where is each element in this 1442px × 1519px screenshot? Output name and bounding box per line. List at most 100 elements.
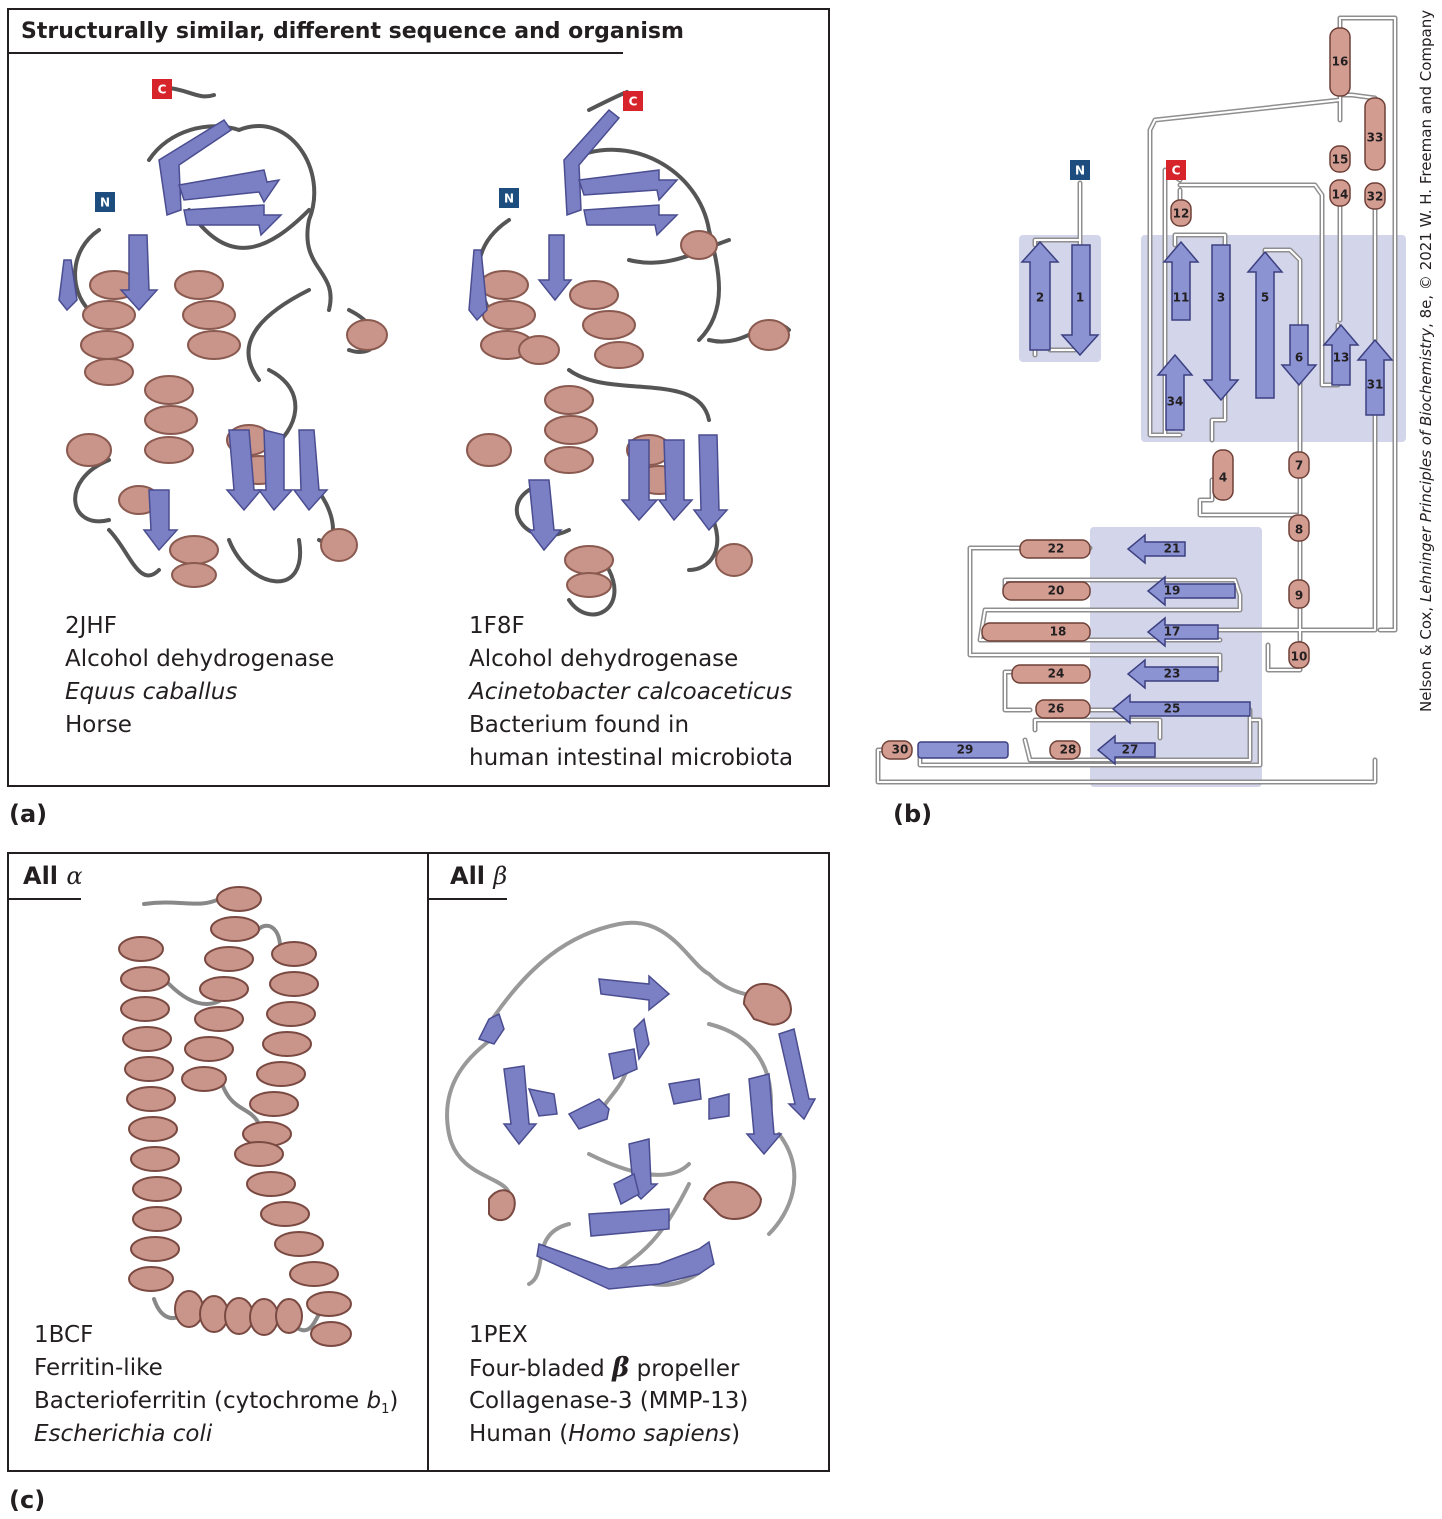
common-name-2jhf: Horse: [65, 712, 132, 738]
strand-5-arrow: [1246, 250, 1284, 399]
label-helix-15: 15: [1332, 153, 1349, 167]
helix-14-cyl: [1329, 179, 1351, 207]
panel-a-title: Structurally similar, different sequence…: [21, 19, 684, 44]
credit-line: Nelson & Cox, Lehninger Principles of Bi…: [1417, 10, 1435, 712]
species-2jhf: Equus caballus: [65, 679, 238, 705]
panel-c: All α All β: [7, 852, 830, 1472]
protein-name-1pex: Collagenase-3 (MMP-13): [469, 1388, 749, 1414]
pdb-id-1bcf: 1BCF: [34, 1322, 94, 1348]
pdb-id-1pex: 1PEX: [469, 1322, 528, 1348]
label-helix-10: 10: [1291, 650, 1308, 664]
protein-1f8f-ribbon: C N: [466, 90, 791, 617]
label-helix-14: 14: [1332, 188, 1349, 202]
strand-31-arrow: [1356, 338, 1394, 416]
helix-18-cyl: [981, 622, 1091, 642]
label-strand-17: 17: [1164, 625, 1181, 639]
label-strand-21: 21: [1164, 542, 1181, 556]
label-helix-28: 28: [1060, 743, 1077, 757]
helix-24-cyl: [1011, 664, 1091, 684]
helix-9-cyl: [1288, 579, 1310, 609]
strand-19-arrow: [1146, 575, 1236, 607]
label-helix-22: 22: [1048, 542, 1065, 556]
panel-c-divider: [427, 854, 429, 1470]
label-helix-30: 30: [892, 743, 909, 757]
protein-name-2jhf: Alcohol dehydrogenase: [65, 646, 335, 672]
label-helix-4: 4: [1219, 471, 1227, 485]
label-helix-26: 26: [1048, 702, 1065, 716]
fold-1bcf: Ferritin-like: [34, 1355, 163, 1381]
label-strand-19: 19: [1164, 584, 1181, 598]
helix-33-cyl: [1364, 97, 1386, 171]
helix-16-cyl: [1329, 27, 1351, 97]
helix-26-cyl: [1035, 699, 1091, 719]
caption-2jhf: 2JHF Alcohol dehydrogenase Equus caballu…: [65, 610, 334, 742]
species-1bcf: Escherichia coli: [34, 1421, 213, 1447]
protein-name-1f8f: Alcohol dehydrogenase: [469, 646, 739, 672]
label-strand-3: 3: [1217, 291, 1225, 305]
panel-a-title-rule: [9, 52, 623, 54]
strand-2-arrow: [1020, 240, 1060, 351]
fold-1pex-suffix: propeller: [629, 1356, 740, 1382]
common-name-1f8f-line2: human intestinal microbiota: [469, 745, 794, 771]
label-strand-5: 5: [1261, 291, 1269, 305]
strand-1-arrow: [1060, 244, 1100, 357]
strand-17-arrow: [1146, 616, 1219, 648]
fold-1pex: Four-bladed β propeller: [469, 1352, 748, 1385]
species-1f8f: Acinetobacter calcoaceticus: [469, 679, 793, 705]
name-1bcf-sub: 1: [381, 1402, 390, 1417]
all-beta-title: All β: [450, 862, 507, 890]
label-helix-8: 8: [1295, 523, 1303, 537]
panel-a: Structurally similar, different sequence…: [7, 8, 830, 787]
topology-diagram: N C 1 2 3 5 6 11 13 17 19 21 23 25 27 29…: [875, 15, 1406, 787]
helix-30-cyl: [881, 740, 913, 760]
all-beta-greek: β: [493, 862, 508, 890]
label-strand-13: 13: [1333, 351, 1350, 365]
credit-book: Lehninger Principles of Biochemistry: [1417, 327, 1435, 603]
panel-b-label: (b): [893, 800, 933, 828]
helix-12-cyl: [1170, 199, 1192, 227]
terminus-c-label-1f8f: C: [629, 95, 638, 109]
label-strand-31: 31: [1367, 378, 1384, 392]
all-beta-prefix: All: [450, 862, 494, 890]
all-alpha-title: All α: [23, 862, 83, 890]
protein-2jhf-ribbon: C N: [58, 79, 388, 588]
label-helix-32: 32: [1367, 190, 1384, 204]
name-1bcf-suffix: ): [389, 1388, 399, 1414]
strand-29-bar: [917, 741, 1009, 759]
helix-10-cyl: [1288, 641, 1310, 669]
label-strand-34: 34: [1167, 395, 1184, 409]
species-1pex-prefix: Human (: [469, 1421, 569, 1447]
helix-28-cyl: [1049, 740, 1081, 760]
strand-13-arrow: [1322, 323, 1360, 386]
all-alpha-rule: [9, 898, 81, 900]
common-name-1f8f-line1: Bacterium found in: [469, 712, 690, 738]
label-helix-12: 12: [1173, 207, 1190, 221]
fold-1pex-prefix: Four-bladed: [469, 1356, 613, 1382]
protein-1bcf-ribbon: [118, 886, 352, 1347]
all-alpha-prefix: All: [23, 862, 67, 890]
label-helix-9: 9: [1295, 589, 1303, 603]
name-1bcf-prefix: Bacterioferritin (cytochrome: [34, 1388, 367, 1414]
all-alpha-greek: α: [66, 862, 83, 890]
label-strand-6: 6: [1295, 351, 1303, 365]
helix-7-cyl: [1288, 451, 1310, 479]
fold-1pex-greek: β: [612, 1353, 630, 1383]
label-strand-29: 29: [957, 743, 974, 757]
name-1bcf-var: b: [366, 1388, 382, 1414]
panel-c-label: (c): [9, 1486, 46, 1514]
species-1pex: Human (Homo sapiens): [469, 1418, 748, 1451]
helix-22-cyl: [1019, 539, 1091, 559]
credit-suffix: , 8e, © 2021 W. H. Freeman and Company: [1417, 9, 1435, 328]
label-helix-7: 7: [1295, 459, 1303, 473]
strand-11-arrow: [1162, 240, 1200, 321]
helix-20-cyl: [1002, 581, 1091, 601]
label-strand-25: 25: [1164, 702, 1181, 716]
terminus-c-label-2jhf: C: [158, 83, 167, 97]
terminus-n-label-1f8f: N: [504, 192, 514, 206]
strand-3-arrow: [1202, 244, 1240, 402]
label-strand-1: 1: [1076, 291, 1084, 305]
all-beta-rule: [429, 898, 507, 900]
protein-name-1bcf: Bacterioferritin (cytochrome b1): [34, 1385, 398, 1418]
label-helix-18: 18: [1050, 625, 1067, 639]
label-strand-23: 23: [1164, 667, 1181, 681]
